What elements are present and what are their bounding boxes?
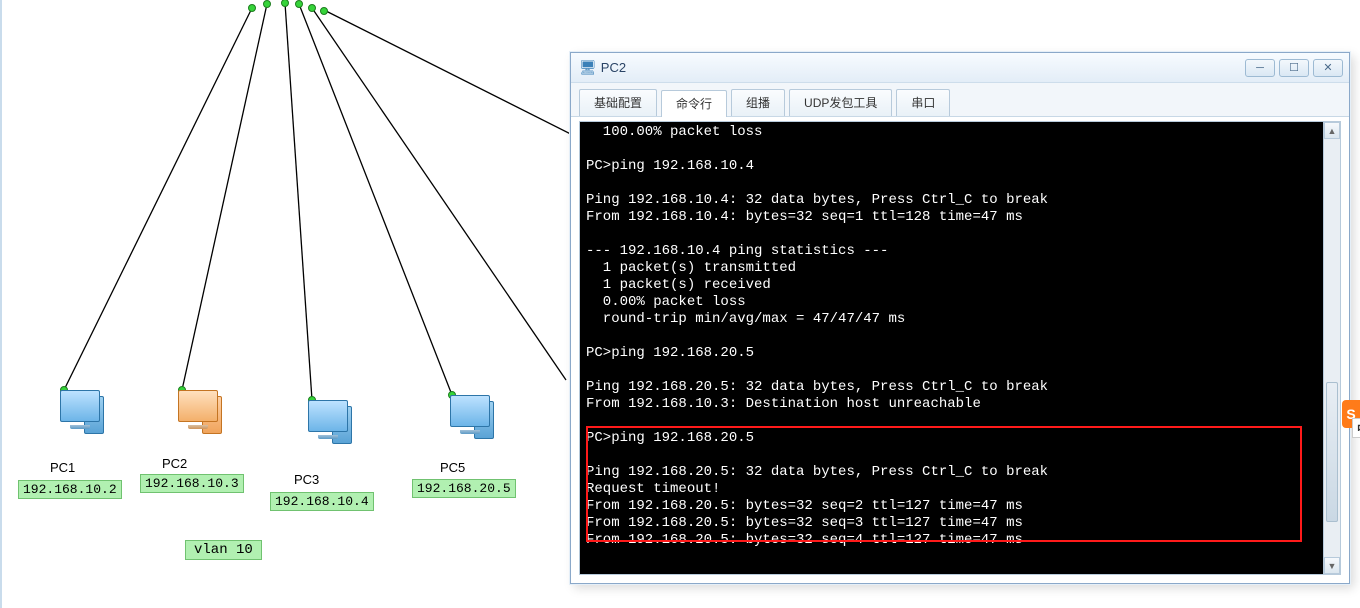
app-icon: 🖥 (579, 59, 597, 76)
vlan-label: vlan 10 (185, 540, 262, 560)
terminal-window: 🖥 PC2 ─ ☐ ✕ 基础配置命令行组播UDP发包工具串口 100.00% p… (570, 52, 1350, 584)
pc-node-pc2[interactable] (152, 390, 232, 441)
pc-ip-label: 192.168.10.2 (18, 480, 122, 499)
pc-label: PC2 (162, 456, 187, 471)
ime-sub[interactable]: 中 (1352, 418, 1360, 438)
cable-endpoint-icon (248, 4, 256, 12)
pc-icon (434, 395, 494, 443)
scroll-thumb[interactable] (1326, 382, 1338, 522)
terminal-output[interactable]: 100.00% packet loss PC>ping 192.168.10.4… (580, 122, 1323, 574)
tab-bar: 基础配置命令行组播UDP发包工具串口 (571, 83, 1349, 117)
cable-endpoint-icon (308, 4, 316, 12)
cable-endpoint-icon (263, 0, 271, 8)
pc-ip-label: 192.168.10.3 (140, 474, 244, 493)
maximize-button[interactable]: ☐ (1279, 59, 1309, 77)
terminal-scrollbar[interactable]: ▲ ▼ (1323, 122, 1340, 574)
terminal-area: 100.00% packet loss PC>ping 192.168.10.4… (579, 121, 1341, 575)
pc-label: PC3 (294, 472, 319, 487)
close-button[interactable]: ✕ (1313, 59, 1343, 77)
titlebar[interactable]: 🖥 PC2 ─ ☐ ✕ (571, 53, 1349, 83)
tab-串口[interactable]: 串口 (896, 89, 950, 116)
cable-endpoint-icon (320, 7, 328, 15)
pc-icon (44, 390, 104, 438)
cable-endpoint-icon (295, 0, 303, 8)
tab-UDP发包工具[interactable]: UDP发包工具 (789, 89, 892, 116)
tab-基础配置[interactable]: 基础配置 (579, 89, 657, 116)
window-buttons: ─ ☐ ✕ (1245, 59, 1343, 77)
pc-icon (162, 390, 222, 438)
pc-ip-label: 192.168.10.4 (270, 492, 374, 511)
minimize-button[interactable]: ─ (1245, 59, 1275, 77)
tab-组播[interactable]: 组播 (731, 89, 785, 116)
pc-node-pc1[interactable] (34, 390, 114, 441)
pc-node-pc5[interactable] (424, 395, 504, 446)
pc-node-pc3[interactable] (282, 400, 362, 451)
pc-label: PC1 (50, 460, 75, 475)
ime-badge[interactable]: S 中 (1342, 400, 1360, 428)
pc-ip-label: 192.168.20.5 (412, 479, 516, 498)
pc-icon (292, 400, 352, 448)
window-title: PC2 (601, 60, 1245, 75)
tab-命令行[interactable]: 命令行 (661, 90, 727, 117)
scroll-down-icon[interactable]: ▼ (1324, 557, 1340, 574)
pc-label: PC5 (440, 460, 465, 475)
scroll-up-icon[interactable]: ▲ (1324, 122, 1340, 139)
